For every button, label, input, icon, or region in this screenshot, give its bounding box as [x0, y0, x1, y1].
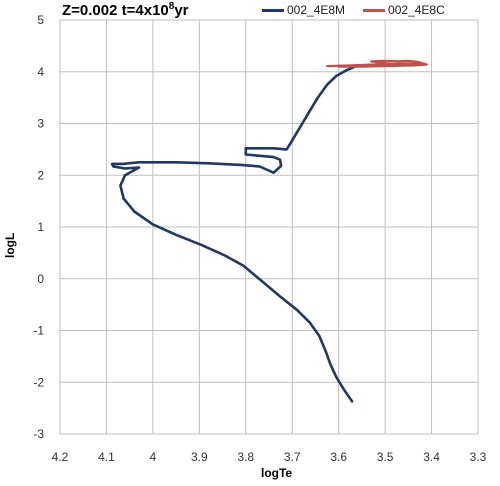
legend-label-series-1: 002_4E8M — [287, 3, 346, 17]
legend-swatch-series-1 — [262, 8, 284, 12]
x-axis-label: logTe — [261, 466, 293, 480]
chart-title-main: Z=0.002 t=4x10 — [62, 2, 169, 19]
legend-item-series-1: 002_4E8M — [262, 3, 345, 17]
x-tick-label: 3.3 — [470, 450, 487, 464]
y-tick-label: -3 — [33, 427, 44, 441]
x-tick-label: 3.5 — [377, 450, 394, 464]
chart-legend: 002_4E8M 002_4E8C — [262, 3, 463, 17]
y-tick-label: -1 — [33, 324, 44, 338]
series-line-1 — [110, 65, 357, 403]
y-tick-label: 2 — [37, 168, 44, 182]
legend-label-series-2: 002_4E8C — [388, 3, 445, 17]
x-tick-label: 4 — [150, 450, 157, 464]
y-axis-label: logL — [3, 232, 17, 258]
series-line-2 — [326, 59, 428, 68]
legend-swatch-series-2 — [363, 8, 386, 12]
y-tick-label: -2 — [33, 375, 44, 389]
x-tick-label: 3.6 — [330, 450, 347, 464]
y-tick-label: 1 — [37, 220, 44, 234]
x-tick-label: 3.7 — [284, 450, 301, 464]
chart-title: Z=0.002 t=4x108yr — [62, 1, 189, 19]
x-tick-label: 4.1 — [98, 450, 115, 464]
y-tick-label: 4 — [37, 65, 44, 79]
y-tick-label: 3 — [37, 117, 44, 131]
x-tick-label: 3.9 — [191, 450, 208, 464]
x-tick-label: 4.2 — [52, 450, 69, 464]
x-tick-label: 3.4 — [423, 450, 440, 464]
y-tick-label: 5 — [37, 13, 44, 27]
legend-item-series-2: 002_4E8C — [363, 3, 445, 17]
chart-title-exponent: 8 — [168, 1, 175, 12]
x-tick-label: 3.8 — [237, 450, 254, 464]
chart-title-tail: yr — [174, 2, 189, 19]
y-tick-label: 0 — [37, 272, 44, 286]
